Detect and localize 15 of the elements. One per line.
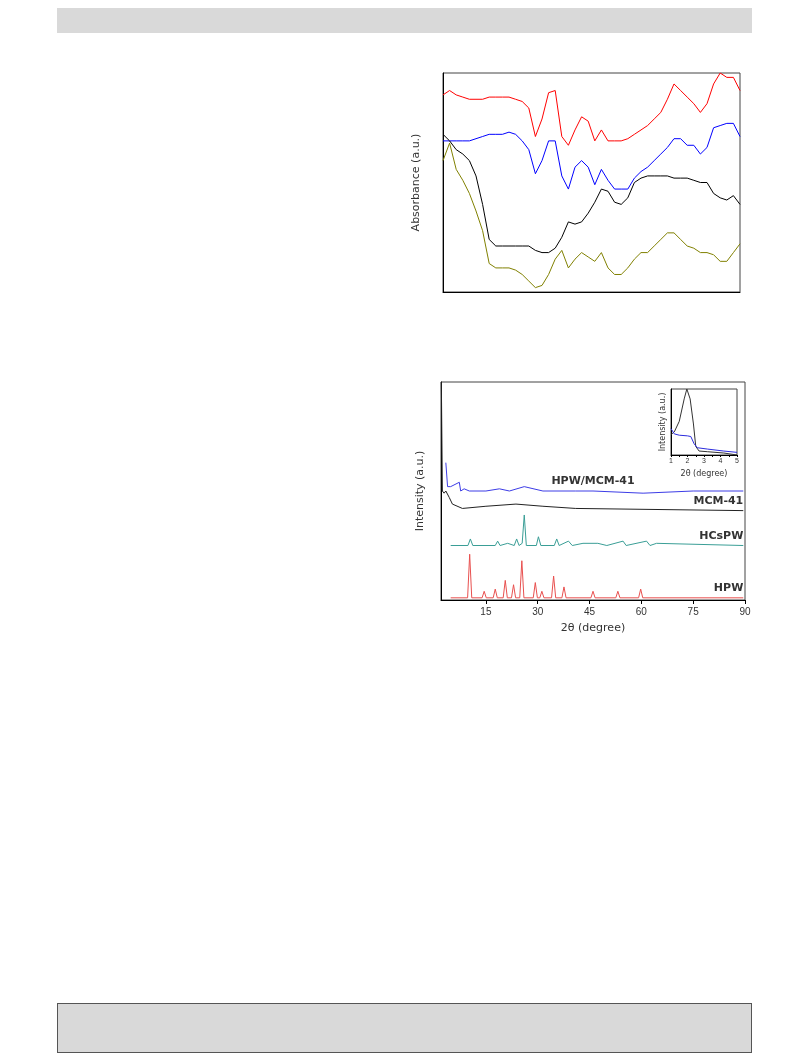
x-tick-label: 90 bbox=[739, 605, 751, 617]
series-label: HCsPW bbox=[699, 528, 744, 542]
series-label: HPW bbox=[713, 580, 744, 594]
x-tick-label: 15 bbox=[480, 605, 492, 617]
x-axis-title: 2θ (degree) bbox=[560, 621, 626, 634]
x-tick-label: 45 bbox=[583, 605, 596, 617]
y-axis-title: Intensity (a.u.) bbox=[413, 450, 426, 532]
series-label: MCM-41 bbox=[693, 493, 744, 507]
x-axis-title: 2θ (degree) bbox=[680, 468, 728, 478]
series-label: HPW/MCM-41 bbox=[551, 474, 635, 487]
y-axis-title: Absorbance (a.u.) bbox=[409, 133, 422, 232]
x-tick-label: 75 bbox=[687, 605, 700, 617]
x-tick-label: 60 bbox=[635, 605, 648, 617]
x-tick-label: 30 bbox=[532, 605, 544, 617]
y-axis-title: Intensity (a.u.) bbox=[657, 392, 667, 452]
